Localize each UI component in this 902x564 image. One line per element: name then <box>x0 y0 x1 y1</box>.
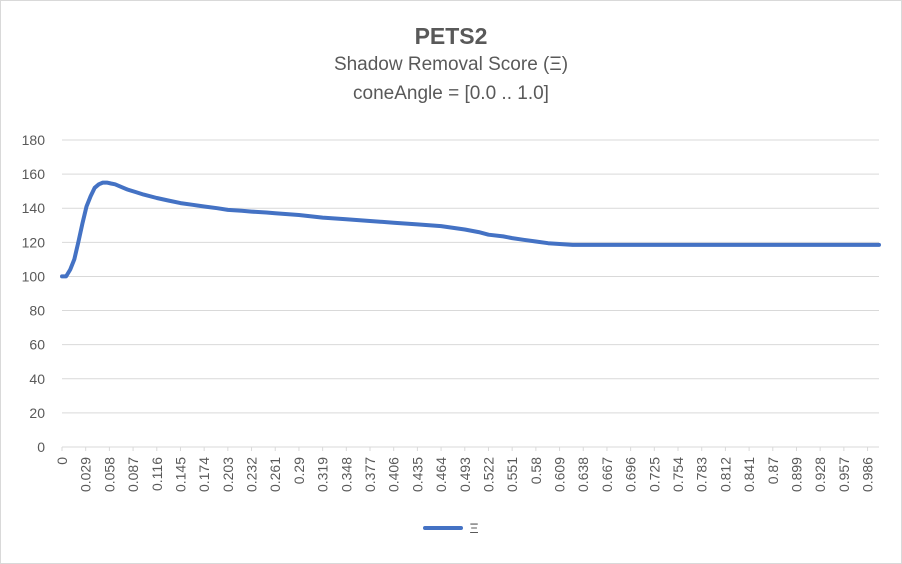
y-tick-label: 100 <box>22 268 46 284</box>
x-tick-label: 0.522 <box>480 457 496 492</box>
x-tick-label: 0.493 <box>457 457 473 492</box>
x-tick-label: 0.145 <box>172 457 188 492</box>
x-tick-label: 0.174 <box>196 457 212 492</box>
x-tick-label: 0.435 <box>409 457 425 492</box>
x-axis-ticks: 0 0.029 0.058 0.087 0.116 0.145 0.174 0.203 0.23… <box>54 447 876 492</box>
x-tick-label: 0.638 <box>575 457 591 492</box>
y-tick-label: 120 <box>22 234 46 250</box>
y-tick-label: 180 <box>22 132 46 148</box>
series-line <box>60 180 881 279</box>
x-tick-label: 0.986 <box>860 457 876 492</box>
x-tick-label: 0.377 <box>362 457 378 492</box>
x-tick-label: 0.087 <box>125 457 141 492</box>
x-tick-label: 0.116 <box>149 457 165 491</box>
legend-swatch <box>423 526 464 530</box>
title-block: PETS2 Shadow Removal Score (Ξ) coneAngle… <box>0 22 902 108</box>
x-tick-label: 0.841 <box>741 457 757 492</box>
x-tick-label: 0.029 <box>78 457 94 492</box>
x-tick-label: 0.783 <box>694 457 710 492</box>
y-tick-label: 0 <box>37 439 45 455</box>
x-tick-label: 0.348 <box>338 457 354 492</box>
x-tick-label: 0.87 <box>765 457 781 484</box>
x-tick-label: 0.957 <box>836 457 852 492</box>
series-layer <box>60 180 881 279</box>
gridlines <box>62 139 879 448</box>
y-tick-label: 40 <box>29 371 45 387</box>
x-tick-label: 0.551 <box>504 457 520 492</box>
chart-title: PETS2 <box>414 23 488 49</box>
y-tick-label: 20 <box>29 405 45 421</box>
y-tick-label: 160 <box>22 166 46 182</box>
x-tick-label: 0.319 <box>315 457 331 492</box>
y-tick-label: 60 <box>29 337 45 353</box>
chart-subtitle-2: coneAngle = [0.0 .. 1.0] <box>353 83 549 104</box>
x-tick-label: 0.203 <box>220 457 236 492</box>
x-tick-label: 0.058 <box>101 457 117 492</box>
x-tick-label: 0.899 <box>788 457 804 492</box>
y-tick-label: 80 <box>29 303 45 319</box>
y-axis-ticks: 0 20 40 60 80 100 120 140 160 180 <box>22 132 46 455</box>
x-tick-label: 0.261 <box>267 457 283 492</box>
legend-label: Ξ <box>469 520 479 536</box>
x-tick-label: 0.232 <box>244 457 260 492</box>
x-tick-label: 0.754 <box>670 457 686 492</box>
x-tick-label: 0.58 <box>528 457 544 484</box>
x-tick-label: 0.406 <box>386 457 402 492</box>
chart-subtitle: Shadow Removal Score (Ξ) <box>333 54 569 75</box>
x-tick-label: 0.29 <box>291 457 307 484</box>
legend: Ξ <box>0 520 902 536</box>
x-tick-label: 0.696 <box>623 457 639 492</box>
x-tick-label: 0.812 <box>717 457 733 492</box>
x-tick-label: 0.928 <box>812 457 828 492</box>
y-tick-label: 140 <box>22 200 46 216</box>
x-tick-label: 0.464 <box>433 457 449 492</box>
x-tick-label: 0.725 <box>646 457 662 492</box>
x-tick-label: 0.667 <box>599 457 615 492</box>
x-tick-label: 0.609 <box>552 457 568 492</box>
x-tick-label: 0 <box>54 457 70 465</box>
